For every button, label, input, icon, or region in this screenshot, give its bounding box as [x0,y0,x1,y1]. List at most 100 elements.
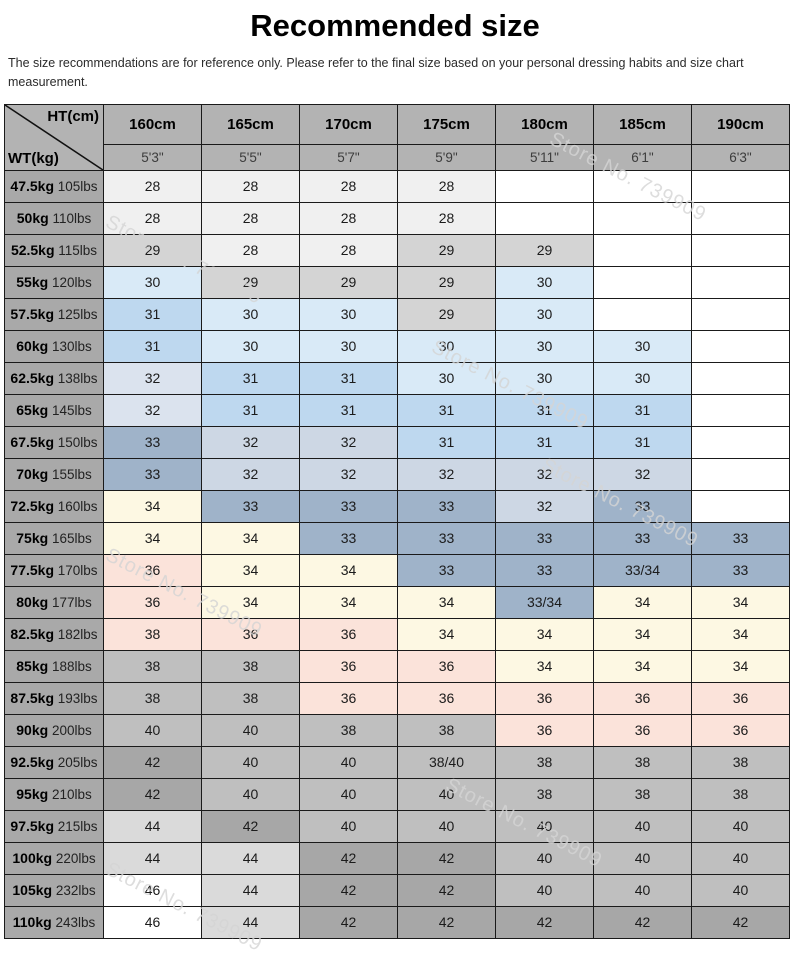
size-cell: 40 [299,809,398,843]
weight-label: 90kg 200lbs [4,713,104,747]
size-cell: 31 [299,393,398,427]
weight-label: 52.5kg 115lbs [4,233,104,267]
size-cell: 40 [691,873,790,907]
size-cell: 31 [593,393,692,427]
size-cell: 40 [691,809,790,843]
size-cell: 38 [299,713,398,747]
height-ft-header: 5'9" [397,143,496,171]
size-cell: 40 [495,841,594,875]
weight-label: 70kg 155lbs [4,457,104,491]
size-cell [691,297,790,331]
size-cell: 34 [103,521,202,555]
size-cell: 31 [397,425,496,459]
size-cell [691,169,790,203]
size-cell: 38 [691,745,790,779]
size-cell: 44 [103,809,202,843]
size-cell [691,489,790,523]
size-cell: 34 [201,585,300,619]
height-ft-header: 6'1" [593,143,692,171]
weight-label: 62.5kg 138lbs [4,361,104,395]
size-cell: 31 [201,361,300,395]
size-cell: 36 [103,553,202,587]
size-cell: 38 [201,649,300,683]
table-row: 57.5kg 125lbs 31 30 30 29 30 [4,297,790,331]
table-row: 100kg 220lbs 44 44 42 42 40 40 40 [4,841,790,875]
size-cell: 28 [103,169,202,203]
size-cell: 33 [495,553,594,587]
size-cell: 33 [103,457,202,491]
size-cell: 44 [201,905,300,939]
size-cell: 42 [299,905,398,939]
size-cell: 34 [299,585,398,619]
size-cell: 38/40 [397,745,496,779]
weight-label: 95kg 210lbs [4,777,104,811]
weight-label: 75kg 165lbs [4,521,104,555]
size-cell [593,297,692,331]
size-cell [495,201,594,235]
size-cell: 30 [201,329,300,363]
weight-label: 65kg 145lbs [4,393,104,427]
size-cell: 34 [593,649,692,683]
height-ft-header: 5'3" [103,143,202,171]
size-cell: 38 [593,777,692,811]
size-cell: 40 [299,745,398,779]
size-cell: 31 [103,329,202,363]
size-cell: 34 [397,585,496,619]
size-cell: 30 [495,297,594,331]
table-row: 50kg 110lbs 28 28 28 28 [4,201,790,235]
size-cell: 30 [495,329,594,363]
size-cell: 34 [691,617,790,651]
size-cell: 36 [201,617,300,651]
size-cell: 40 [201,713,300,747]
table-row: 92.5kg 205lbs 42 40 40 38/40 38 38 38 [4,745,790,779]
size-cell: 31 [495,425,594,459]
size-cell: 38 [691,777,790,811]
size-cell [593,265,692,299]
size-cell: 30 [593,361,692,395]
size-cell: 33 [397,521,496,555]
size-cell: 33 [201,489,300,523]
size-cell: 38 [103,617,202,651]
size-cell: 42 [299,841,398,875]
table-row: 47.5kg 105lbs 28 28 28 28 [4,169,790,203]
table-row: 105kg 232lbs 46 44 42 42 40 40 40 [4,873,790,907]
size-cell: 44 [103,841,202,875]
weight-label: 47.5kg 105lbs [4,169,104,203]
size-cell: 42 [103,777,202,811]
table-row: 95kg 210lbs 42 40 40 40 38 38 38 [4,777,790,811]
size-cell: 31 [299,361,398,395]
height-cm-header: 180cm [495,103,594,145]
table-row: 70kg 155lbs 33 32 32 32 32 32 [4,457,790,491]
size-cell: 33 [397,489,496,523]
size-cell: 32 [495,489,594,523]
size-cell: 32 [103,361,202,395]
size-cell: 30 [495,361,594,395]
size-cell: 34 [495,617,594,651]
size-cell: 38 [495,777,594,811]
size-cell: 44 [201,873,300,907]
size-cell: 33/34 [495,585,594,619]
corner-cell: HT(cm) WT(kg) [4,103,104,171]
size-cell: 40 [201,777,300,811]
size-cell: 31 [103,297,202,331]
table-row: 72.5kg 160lbs 34 33 33 33 32 33 [4,489,790,523]
size-cell: 38 [397,713,496,747]
size-cell: 29 [201,265,300,299]
table-row: 55kg 120lbs 30 29 29 29 30 [4,265,790,299]
size-cell: 29 [397,297,496,331]
size-cell: 38 [201,681,300,715]
size-cell: 29 [397,233,496,267]
table-row: 75kg 165lbs 34 34 33 33 33 33 33 [4,521,790,555]
size-cell: 38 [103,681,202,715]
table-row: 97.5kg 215lbs 44 42 40 40 40 40 40 [4,809,790,843]
table-row: 77.5kg 170lbs 36 34 34 33 33 33/34 33 [4,553,790,587]
size-cell: 32 [397,457,496,491]
size-cell: 32 [299,425,398,459]
weight-label: 92.5kg 205lbs [4,745,104,779]
size-cell: 30 [201,297,300,331]
size-cell: 32 [201,425,300,459]
weight-label: 105kg 232lbs [4,873,104,907]
height-cm-header: 170cm [299,103,398,145]
size-cell: 40 [593,809,692,843]
table-row: 62.5kg 138lbs 32 31 31 30 30 30 [4,361,790,395]
